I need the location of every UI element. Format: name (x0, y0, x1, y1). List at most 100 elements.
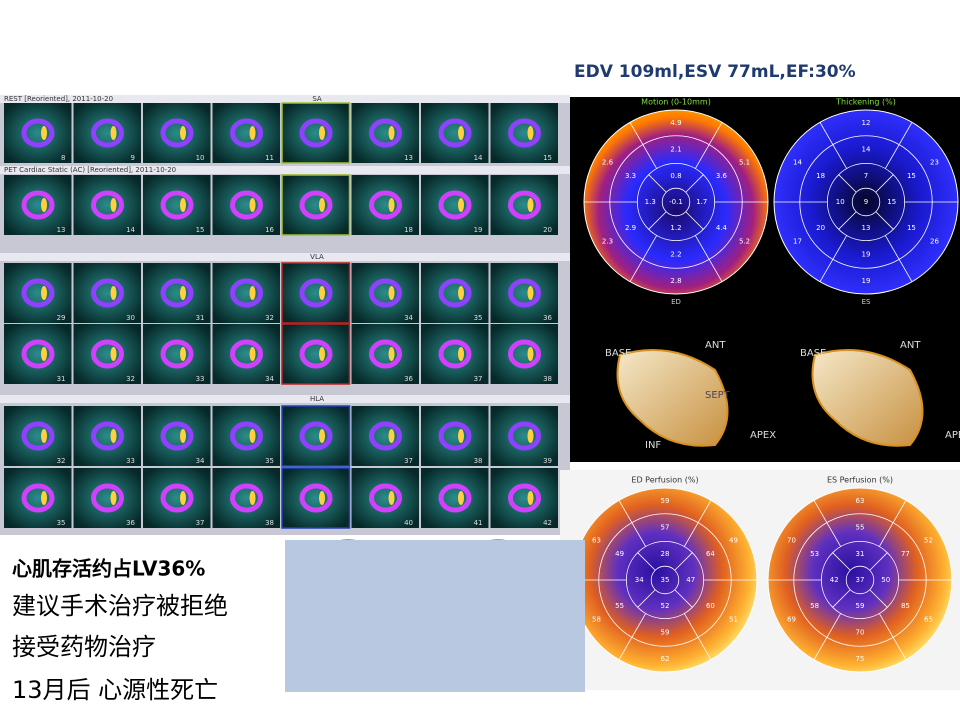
panel-label: SA (312, 95, 322, 103)
polar-value: 15 (907, 224, 916, 232)
polar-value: 59 (856, 602, 865, 610)
slice-number: 9 (131, 154, 135, 162)
polar-value: 3.3 (625, 172, 636, 180)
slice-number: 41 (474, 519, 483, 527)
panel-label: PET Cardiac Static (AC) [Reoriented], 20… (4, 166, 176, 174)
myocardium-hot (180, 429, 186, 443)
polar-value: 37 (856, 576, 865, 584)
panel-label: HLA (310, 395, 324, 403)
myocardium (369, 339, 402, 369)
polar-value: 50 (881, 576, 890, 584)
polar-value: -0.1 (669, 198, 683, 206)
myocardium (21, 190, 55, 220)
polar-ring (650, 565, 680, 595)
slice-number: 32 (57, 457, 66, 465)
myocardium (299, 190, 333, 220)
scan-image (4, 324, 72, 384)
myocardium (230, 421, 263, 451)
polar-divider (832, 552, 851, 571)
polar-divider (685, 211, 704, 230)
myocardium (369, 278, 402, 308)
slice-number: 32 (126, 375, 135, 383)
polar-divider (648, 174, 667, 193)
scan-image (143, 103, 211, 163)
myocardium-hot (527, 286, 534, 300)
polar-divider (813, 613, 842, 660)
polar-value: 3.6 (716, 172, 728, 180)
polar-value: 2.2 (670, 250, 681, 258)
polar-value: 64 (706, 550, 715, 558)
polar-divider (683, 500, 712, 547)
polar-value: 1.3 (645, 198, 656, 206)
slice-number: 32 (265, 314, 274, 322)
myocardium (438, 421, 472, 451)
myocardium-hot (41, 126, 47, 140)
polar-value: 9 (864, 198, 868, 206)
scan-image (73, 406, 141, 466)
slice-number: 35 (57, 519, 66, 527)
polar-value: 65 (924, 616, 933, 624)
myocardium-hot (110, 286, 117, 300)
scan-image (282, 324, 350, 384)
myocardium (91, 190, 124, 220)
orientation-label: ANT (705, 340, 726, 351)
polar-divider (875, 211, 894, 230)
polar-value: 58 (592, 616, 601, 624)
scan-image (282, 406, 350, 466)
myocardium-hot (110, 429, 117, 443)
polar-title: Thickening (%) (835, 98, 896, 107)
polar-value: 69 (787, 616, 796, 624)
myocardium-hot (110, 491, 117, 505)
myocardium-hot (319, 286, 325, 300)
myocardium-hot (458, 491, 464, 505)
polar-value: 60 (706, 602, 715, 610)
scan-image (4, 103, 72, 163)
polar-value: 2.1 (670, 146, 681, 154)
myocardium (438, 118, 472, 148)
myocardium-hot (527, 429, 534, 443)
slice-number: 15 (196, 226, 205, 234)
polar-value: 13 (862, 224, 871, 232)
slice-number: 37 (196, 519, 205, 527)
scan-image (490, 263, 558, 323)
polar-divider (819, 235, 848, 282)
slice-number: 38 (543, 375, 552, 383)
polar-value: 51 (729, 616, 738, 624)
polar-title: ES Perfusion (%) (827, 476, 893, 485)
slice-number: 20 (543, 226, 552, 234)
myocardium-hot (388, 198, 395, 212)
scan-image (212, 406, 280, 466)
polar-value: 2.9 (625, 224, 636, 232)
scan-image (351, 103, 419, 163)
polar-divider (674, 589, 693, 608)
myocardium (299, 421, 333, 451)
polar-value: 19 (862, 250, 871, 258)
orientation-label: ANT (900, 340, 921, 351)
selected-frame (281, 467, 351, 529)
myocardium (508, 278, 541, 308)
polar-value: 62 (661, 655, 670, 663)
polar-divider (884, 235, 913, 282)
polar-value: 14 (862, 146, 871, 154)
myocardium-hot (110, 198, 117, 212)
slice-number: 13 (404, 154, 413, 162)
slice-number: 37 (474, 375, 483, 383)
myocardium (369, 483, 402, 513)
polar-value: 70 (856, 628, 865, 636)
myocardium-hot (249, 198, 256, 212)
slice-number: 18 (404, 226, 413, 234)
myocardium-hot (319, 198, 325, 212)
polar-value: 75 (856, 655, 865, 663)
myocardium (508, 483, 541, 513)
polar-divider (648, 211, 667, 230)
polar-value: 63 (856, 497, 865, 505)
note-line: 接受药物治疗 (12, 633, 156, 661)
myocardium-hot (110, 126, 117, 140)
scan-image (212, 175, 280, 235)
myocardium (160, 483, 194, 513)
myocardium-hot (249, 491, 256, 505)
scan-image (351, 468, 419, 528)
heart-3d (616, 349, 729, 447)
note-line: 建议手术治疗被拒绝 (12, 592, 228, 620)
slice-number: 10 (196, 154, 205, 162)
